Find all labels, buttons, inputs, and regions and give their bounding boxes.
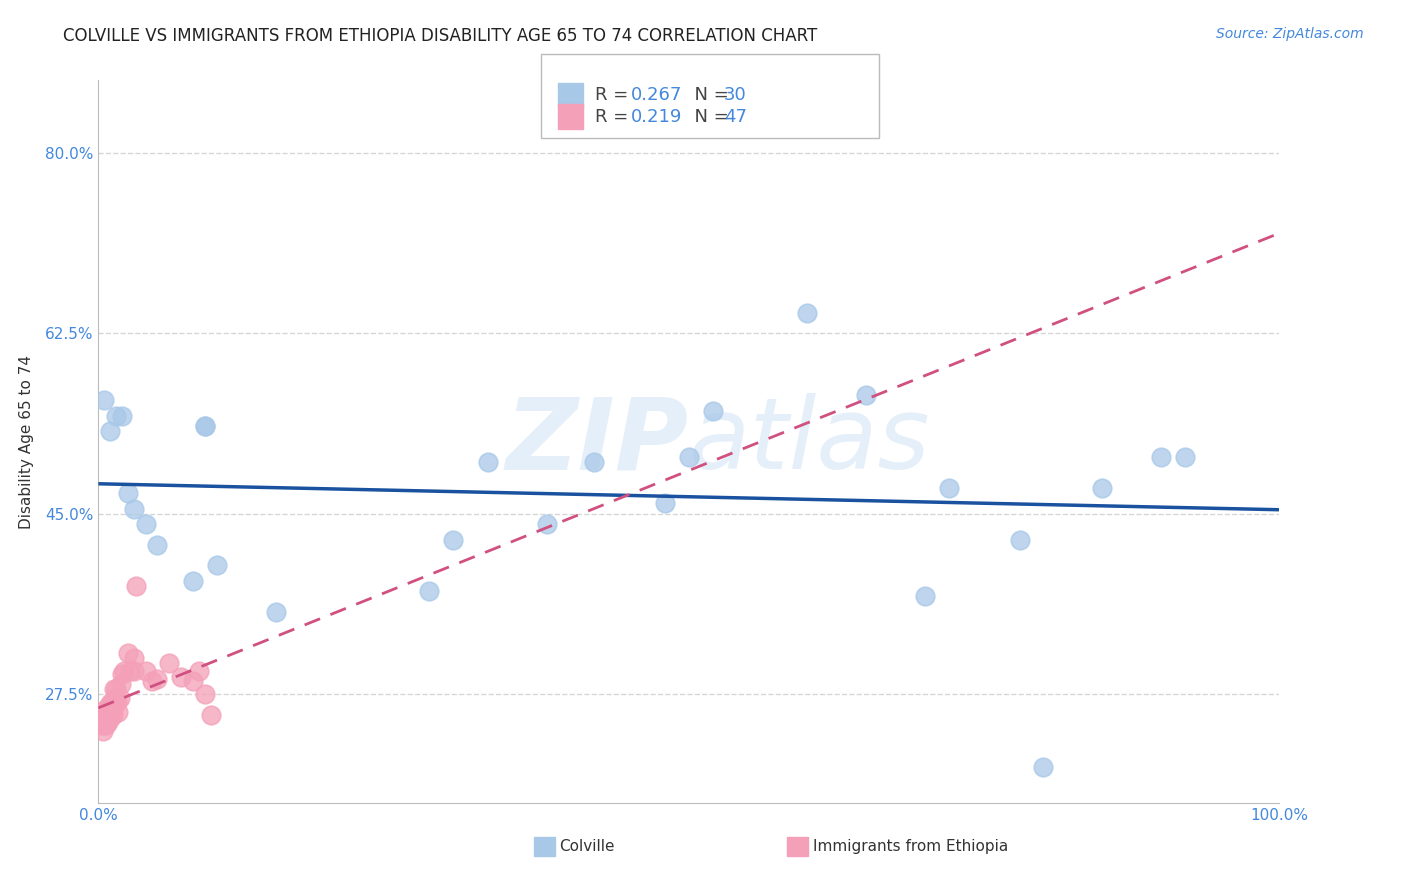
Text: R =: R = bbox=[595, 108, 634, 126]
Point bbox=[418, 584, 440, 599]
Point bbox=[93, 718, 115, 732]
Point bbox=[122, 664, 145, 678]
Point bbox=[96, 713, 118, 727]
Point bbox=[181, 574, 204, 588]
Text: N =: N = bbox=[683, 87, 735, 104]
Text: 0.219: 0.219 bbox=[631, 108, 683, 126]
Point bbox=[194, 687, 217, 701]
Point bbox=[125, 579, 148, 593]
Text: atlas: atlas bbox=[689, 393, 931, 490]
Point bbox=[264, 605, 287, 619]
Point bbox=[97, 715, 120, 730]
Point bbox=[96, 705, 118, 719]
Text: Colville: Colville bbox=[560, 839, 614, 854]
Point bbox=[107, 705, 129, 719]
Point bbox=[93, 703, 115, 717]
Point bbox=[117, 486, 139, 500]
Point bbox=[98, 708, 121, 723]
Point bbox=[181, 673, 204, 688]
Point bbox=[94, 708, 117, 723]
Point bbox=[93, 393, 115, 408]
Point bbox=[938, 481, 960, 495]
Point bbox=[100, 705, 122, 719]
Point bbox=[583, 455, 606, 469]
Text: Source: ZipAtlas.com: Source: ZipAtlas.com bbox=[1216, 27, 1364, 41]
Point bbox=[654, 496, 676, 510]
Point bbox=[536, 517, 558, 532]
Text: 30: 30 bbox=[724, 87, 747, 104]
Point bbox=[111, 666, 134, 681]
Point bbox=[91, 708, 114, 723]
Point bbox=[105, 682, 128, 697]
Point bbox=[678, 450, 700, 464]
Text: 0.267: 0.267 bbox=[631, 87, 683, 104]
Point bbox=[1008, 533, 1031, 547]
Point bbox=[194, 419, 217, 434]
Point bbox=[104, 690, 127, 705]
Point bbox=[98, 424, 121, 438]
Point bbox=[120, 664, 142, 678]
Point bbox=[914, 590, 936, 604]
Point bbox=[111, 409, 134, 423]
Point bbox=[100, 695, 122, 709]
Point bbox=[97, 711, 120, 725]
Point bbox=[702, 403, 724, 417]
Point bbox=[1032, 760, 1054, 774]
Point bbox=[157, 657, 180, 671]
Point bbox=[122, 651, 145, 665]
Point bbox=[101, 703, 124, 717]
Point bbox=[205, 558, 228, 573]
Text: COLVILLE VS IMMIGRANTS FROM ETHIOPIA DISABILITY AGE 65 TO 74 CORRELATION CHART: COLVILLE VS IMMIGRANTS FROM ETHIOPIA DIS… bbox=[63, 27, 817, 45]
Point bbox=[91, 723, 114, 738]
Text: 47: 47 bbox=[724, 108, 747, 126]
Point bbox=[441, 533, 464, 547]
Point bbox=[91, 705, 114, 719]
Point bbox=[98, 698, 121, 712]
Y-axis label: Disability Age 65 to 74: Disability Age 65 to 74 bbox=[18, 354, 34, 529]
Text: ZIP: ZIP bbox=[506, 393, 689, 490]
Point bbox=[93, 713, 115, 727]
Point bbox=[97, 701, 120, 715]
Point bbox=[91, 713, 114, 727]
Point bbox=[1150, 450, 1173, 464]
Point bbox=[90, 718, 112, 732]
Point bbox=[200, 708, 222, 723]
Point bbox=[1091, 481, 1114, 495]
Point bbox=[117, 646, 139, 660]
Text: R =: R = bbox=[595, 87, 634, 104]
Text: Immigrants from Ethiopia: Immigrants from Ethiopia bbox=[813, 839, 1008, 854]
Point bbox=[796, 305, 818, 319]
Point bbox=[98, 701, 121, 715]
Point bbox=[105, 409, 128, 423]
Text: N =: N = bbox=[683, 108, 735, 126]
Point bbox=[1174, 450, 1197, 464]
Point bbox=[94, 718, 117, 732]
Point bbox=[141, 673, 163, 688]
Point bbox=[146, 672, 169, 686]
Point bbox=[101, 708, 124, 723]
Point bbox=[122, 501, 145, 516]
Point bbox=[98, 711, 121, 725]
Point bbox=[105, 695, 128, 709]
Point bbox=[110, 677, 132, 691]
Point bbox=[146, 538, 169, 552]
Point bbox=[170, 670, 193, 684]
Point bbox=[477, 455, 499, 469]
Point bbox=[108, 690, 131, 705]
Point bbox=[103, 692, 125, 706]
Point bbox=[187, 664, 209, 678]
Point bbox=[135, 664, 157, 678]
Point bbox=[112, 664, 135, 678]
Point bbox=[135, 517, 157, 532]
Point bbox=[194, 419, 217, 434]
Point bbox=[103, 682, 125, 697]
Point bbox=[855, 388, 877, 402]
